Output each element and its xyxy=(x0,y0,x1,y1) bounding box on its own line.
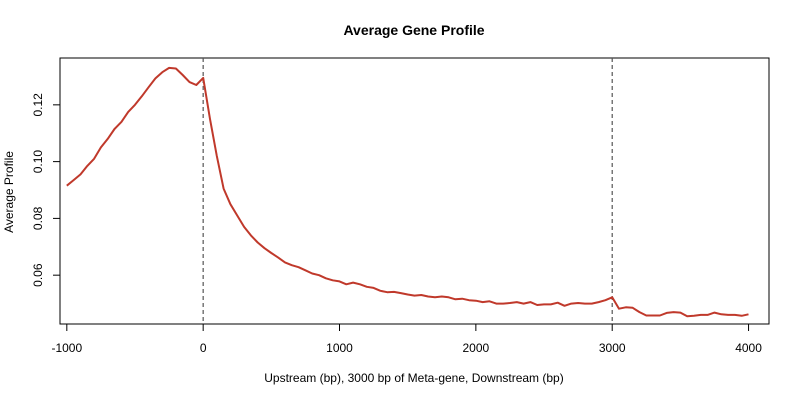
y-axis-title: Average Profile xyxy=(2,151,16,233)
x-axis: -1000 0 1000 2000 3000 4000 xyxy=(51,323,762,355)
x-tick-label: 4000 xyxy=(735,341,762,355)
reference-lines xyxy=(202,58,613,324)
x-tick-label: 3000 xyxy=(599,341,626,355)
x-tick-label: 1000 xyxy=(326,341,353,355)
y-axis: 0.06 0.08 0.10 0.12 xyxy=(31,93,61,287)
y-tick-label: 0.10 xyxy=(31,150,45,174)
y-tick-label: 0.08 xyxy=(31,206,45,230)
y-tick-label: 0.06 xyxy=(31,263,45,287)
series-layer xyxy=(66,66,749,318)
plot-frame xyxy=(59,57,770,325)
x-axis-title: Upstream (bp), 3000 bp of Meta-gene, Dow… xyxy=(264,371,563,385)
x-tick-label: 0 xyxy=(200,341,207,355)
y-tick-label: 0.12 xyxy=(31,93,45,117)
x-tick-label: -1000 xyxy=(51,341,82,355)
x-tick-label: 2000 xyxy=(463,341,490,355)
chart-title: Average Gene Profile xyxy=(343,22,484,38)
series-line-0 xyxy=(66,66,749,318)
